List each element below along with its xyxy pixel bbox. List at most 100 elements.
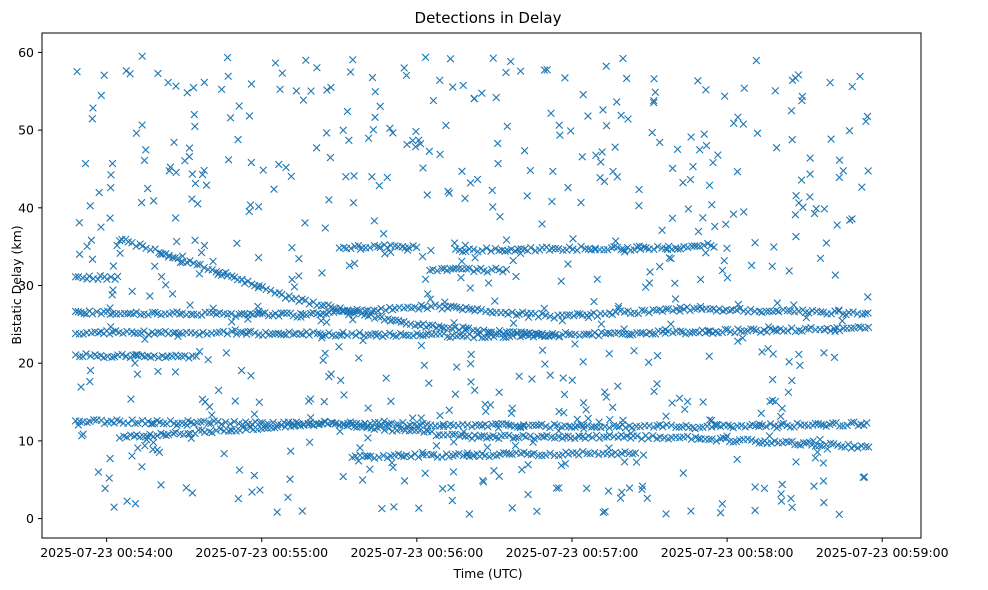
data-point [387,419,396,427]
data-point [186,257,194,265]
data-point [382,374,390,382]
data-point [491,297,499,305]
data-point [195,347,204,356]
data-point [221,418,230,427]
data-point [603,245,612,254]
data-point [231,312,240,320]
data-point [435,76,444,85]
data-point [444,187,452,196]
data-point [710,222,719,231]
data-point [738,334,747,342]
data-point [133,444,142,452]
data-point [847,418,856,427]
data-point [756,328,765,336]
data-point [417,341,426,350]
data-point [613,173,622,181]
data-point [450,318,458,327]
data-point [290,422,298,430]
data-point [138,52,147,61]
data-point [785,438,793,446]
data-point [445,406,454,415]
data-point [416,139,425,148]
data-point [469,333,478,342]
data-point [627,429,635,438]
data-point [132,242,140,251]
data-point [386,317,395,325]
data-point [679,469,688,477]
data-point [807,323,815,332]
data-point [411,303,419,312]
data-point [230,417,239,426]
data-point [247,80,256,88]
data-point [411,142,420,151]
data-point [499,448,508,457]
data-point [508,331,517,340]
data-point [619,416,627,425]
data-point [614,328,623,337]
data-point [86,202,95,210]
data-point [288,243,296,252]
data-point [651,88,660,97]
data-point [695,145,704,154]
data-point [718,266,727,275]
data-point [214,270,222,279]
data-point [667,320,675,328]
data-point [726,422,735,431]
data-point [622,74,631,83]
data-point [132,308,141,317]
data-point [602,121,611,130]
data-point [296,329,305,338]
data-point [389,331,398,340]
data-point [687,435,696,444]
data-point [512,272,520,281]
data-point [708,435,716,443]
data-point [379,451,388,460]
data-point [514,245,522,253]
data-point [407,452,415,461]
data-point [784,388,793,397]
data-point [782,437,790,446]
data-point [546,312,554,321]
data-point [707,416,716,425]
data-point [835,510,844,519]
data-point [649,432,657,440]
data-point [459,81,468,90]
data-point [595,418,603,426]
data-point [439,420,448,429]
data-point [765,307,774,316]
data-point [495,388,503,397]
data-point [509,319,518,327]
data-point [444,324,452,333]
data-point [720,256,729,265]
data-point [508,404,517,413]
data-point [478,476,487,485]
data-point [132,129,141,137]
data-point [577,242,585,251]
data-point [185,144,194,152]
data-point [321,224,330,232]
data-point [381,250,389,258]
data-point [452,363,461,371]
data-point [513,423,522,431]
data-point [208,428,216,437]
data-point [695,423,704,432]
data-point [597,328,606,337]
data-point [494,159,502,168]
data-point [512,311,521,319]
data-point [432,441,441,450]
data-point [164,78,172,87]
data-point [491,420,500,428]
data-point [157,481,165,489]
data-point [724,421,732,430]
data-point [142,244,150,253]
data-point [789,301,798,309]
data-point [176,258,185,267]
data-point [638,485,646,494]
data-point [212,426,221,435]
data-point [448,496,457,505]
data-point [256,486,264,494]
data-point [224,155,233,164]
data-point [246,201,255,209]
data-point [106,310,115,319]
